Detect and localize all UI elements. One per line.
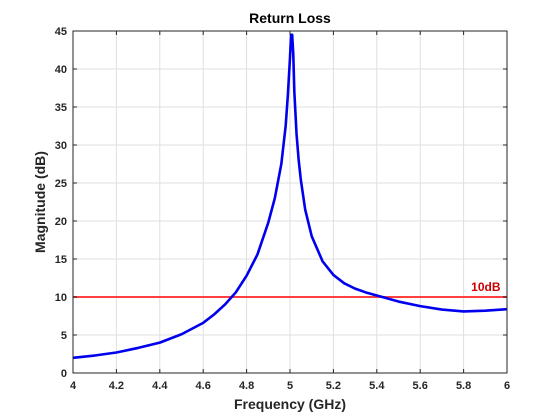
x-tick-label: 5.2 — [326, 380, 341, 392]
x-tick-label: 4.2 — [109, 380, 124, 392]
x-tick-label: 5.4 — [369, 380, 385, 392]
x-tick-label: 5.6 — [413, 380, 428, 392]
axis-ticks: 4 4.2 4.4 4.6 4.8 5 5.2 5.4 5.6 5.8 6 0 5 10 15 20 25 30 3… — [55, 26, 510, 392]
y-tick-label: 30 — [55, 140, 67, 152]
x-tick-label: 4.8 — [239, 380, 254, 392]
x-tick-label: 4.6 — [196, 380, 211, 392]
x-tick-label: 5 — [287, 380, 293, 392]
y-tick-label: 5 — [61, 330, 67, 342]
annotations: 10dB — [471, 280, 501, 294]
y-tick-label: 35 — [55, 102, 67, 114]
y-tick-label: 25 — [55, 178, 67, 190]
chart-title: Return Loss — [249, 10, 331, 26]
x-tick-label: 4 — [70, 380, 77, 392]
y-tick-label: 15 — [55, 254, 67, 266]
y-tick-label: 40 — [55, 64, 67, 76]
data-series — [72, 33, 508, 360]
x-axis-label: Frequency (GHz) — [234, 396, 346, 412]
y-tick-label: 0 — [61, 368, 67, 380]
x-tick-label: 6 — [504, 380, 510, 392]
x-tick-label: 4.4 — [152, 380, 168, 392]
x-tick-label: 5.8 — [456, 380, 471, 392]
y-tick-label: 10 — [55, 292, 67, 304]
y-axis-label: Magnitude (dB) — [32, 151, 48, 253]
threshold-annotation: 10dB — [471, 280, 501, 294]
y-tick-label: 20 — [55, 216, 67, 228]
return-loss-curve — [72, 33, 508, 360]
y-tick-label: 45 — [55, 26, 67, 38]
